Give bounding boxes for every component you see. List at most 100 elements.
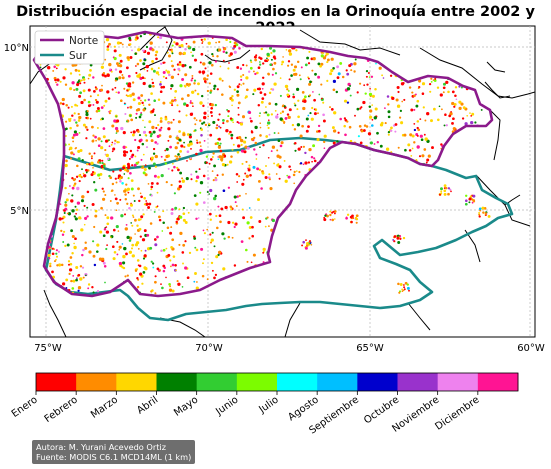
fire-point bbox=[222, 50, 226, 54]
fire-point bbox=[264, 111, 268, 114]
fire-point bbox=[353, 62, 357, 66]
fire-point bbox=[373, 143, 376, 145]
fire-point bbox=[287, 60, 291, 63]
fire-point bbox=[296, 108, 299, 111]
fire-point bbox=[332, 210, 335, 213]
fire-point bbox=[211, 170, 214, 172]
fire-point bbox=[365, 125, 369, 128]
fire-point bbox=[363, 124, 367, 127]
fire-point bbox=[256, 167, 260, 171]
fire-point bbox=[56, 78, 60, 82]
fire-point bbox=[263, 111, 266, 114]
fire-point bbox=[174, 96, 176, 99]
fire-point bbox=[78, 132, 81, 134]
fire-point bbox=[76, 186, 80, 191]
fire-point bbox=[354, 216, 358, 220]
fire-point bbox=[274, 72, 278, 75]
fire-point bbox=[132, 194, 135, 197]
fire-point bbox=[454, 94, 457, 97]
fire-point bbox=[188, 83, 192, 86]
colorbar-swatch bbox=[196, 373, 238, 391]
fire-point bbox=[131, 133, 135, 137]
fire-point bbox=[241, 115, 246, 119]
fire-point bbox=[450, 190, 452, 193]
fire-point bbox=[134, 155, 137, 158]
fire-point bbox=[350, 69, 353, 72]
fire-point bbox=[172, 255, 176, 258]
fire-point bbox=[470, 120, 474, 125]
fire-point bbox=[440, 190, 443, 193]
fire-point bbox=[468, 201, 471, 204]
fire-point bbox=[210, 103, 214, 107]
fire-point bbox=[227, 67, 230, 70]
fire-point bbox=[53, 248, 56, 250]
fire-point bbox=[430, 81, 433, 83]
fire-point bbox=[118, 177, 122, 180]
fire-point bbox=[201, 274, 205, 278]
fire-point bbox=[433, 107, 436, 111]
fire-point bbox=[333, 212, 336, 215]
fire-point bbox=[135, 112, 138, 115]
fire-point bbox=[122, 145, 126, 149]
fire-point bbox=[230, 155, 233, 158]
fire-point bbox=[157, 124, 160, 127]
fire-point bbox=[179, 84, 183, 88]
fire-point bbox=[162, 210, 165, 213]
fire-point bbox=[291, 123, 295, 127]
fire-point bbox=[399, 116, 402, 119]
fire-point bbox=[135, 241, 140, 245]
fire-point bbox=[73, 130, 77, 134]
fire-point bbox=[118, 53, 122, 57]
fire-point bbox=[154, 53, 158, 57]
fire-point bbox=[75, 87, 79, 91]
fire-point bbox=[211, 269, 214, 272]
fire-point bbox=[68, 263, 70, 266]
fire-point bbox=[240, 149, 245, 153]
fire-point bbox=[122, 150, 127, 154]
fire-point bbox=[315, 130, 319, 133]
fire-point bbox=[288, 108, 292, 112]
fire-point bbox=[67, 260, 71, 263]
fire-point bbox=[111, 141, 114, 144]
fire-point bbox=[416, 145, 420, 149]
fire-point bbox=[448, 114, 452, 118]
fire-point bbox=[249, 216, 253, 219]
fire-point bbox=[197, 82, 200, 86]
fire-point bbox=[411, 147, 414, 150]
fire-point bbox=[170, 84, 174, 88]
fire-point bbox=[236, 121, 239, 124]
fire-point bbox=[139, 59, 142, 62]
fire-point bbox=[267, 121, 271, 125]
fire-point bbox=[129, 171, 132, 175]
fire-point bbox=[418, 155, 422, 158]
fire-point bbox=[216, 226, 219, 230]
fire-point bbox=[191, 77, 194, 80]
fire-point bbox=[86, 163, 89, 166]
fire-point bbox=[329, 106, 331, 109]
fire-point bbox=[171, 52, 174, 55]
fire-point bbox=[143, 68, 146, 71]
fire-point bbox=[150, 139, 154, 143]
fire-point bbox=[72, 133, 76, 137]
fire-point bbox=[221, 232, 225, 236]
fire-point bbox=[165, 69, 168, 72]
fire-point bbox=[411, 134, 415, 138]
fire-point bbox=[242, 178, 245, 181]
fire-point bbox=[206, 278, 209, 281]
fire-point bbox=[178, 110, 181, 113]
fire-point bbox=[154, 280, 157, 284]
fire-point bbox=[422, 106, 425, 109]
fire-point bbox=[238, 47, 241, 50]
fire-point bbox=[191, 74, 194, 77]
fire-point bbox=[466, 114, 469, 117]
fire-point bbox=[188, 251, 192, 255]
fire-point bbox=[125, 120, 128, 123]
fire-point bbox=[222, 189, 226, 192]
fire-point bbox=[449, 188, 452, 191]
fire-point bbox=[218, 125, 221, 128]
fire-point bbox=[150, 260, 153, 263]
fire-point bbox=[167, 127, 171, 131]
fire-point bbox=[313, 108, 316, 110]
fire-point bbox=[167, 73, 171, 77]
fire-point bbox=[253, 88, 257, 92]
